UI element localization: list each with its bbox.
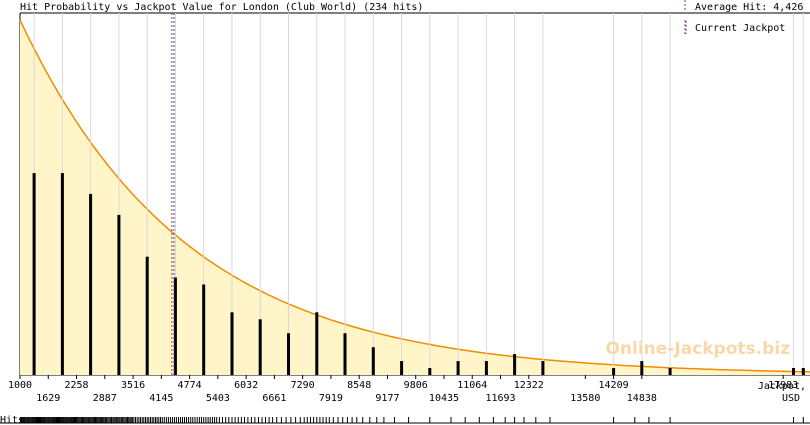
hit-bar-10 xyxy=(315,312,319,375)
hit-bar-11 xyxy=(343,333,347,375)
probability-area xyxy=(20,20,810,375)
hit-bar-0 xyxy=(32,173,36,375)
x-tick-row2-label-7: 10435 xyxy=(429,393,459,404)
x-tick-row2-label-1: 2887 xyxy=(93,393,117,404)
x-tick-row2-label-0: 1629 xyxy=(36,393,60,404)
hit-bar-9 xyxy=(287,333,290,375)
x-tick-row1-label-9: 12322 xyxy=(514,380,544,391)
x-tick-row2-label-10: 14838 xyxy=(627,393,657,404)
hit-bar-4 xyxy=(145,256,149,375)
x-tick-row1-label-4: 6032 xyxy=(234,380,258,391)
hit-bar-19 xyxy=(612,368,616,375)
x-tick-row2-label-8: 11693 xyxy=(485,393,515,404)
hit-bar-12 xyxy=(371,347,375,375)
x-tick-row1-label-11: 17983 xyxy=(768,380,798,391)
hit-bar-22 xyxy=(792,368,795,375)
hit-bar-15 xyxy=(456,361,460,375)
hit-bar-8 xyxy=(258,319,262,375)
hit-bar-17 xyxy=(513,354,517,375)
legend-average-hit: Average Hit: 4,426 xyxy=(695,2,803,13)
x-tick-row1-label-6: 8548 xyxy=(347,380,371,391)
probability-curve xyxy=(19,19,810,373)
hit-bar-6 xyxy=(202,284,206,375)
hits-label: Hits xyxy=(0,415,24,425)
hit-bars xyxy=(32,13,805,375)
hits-rug xyxy=(0,417,810,424)
hit-bar-23 xyxy=(801,368,805,375)
hit-bar-16 xyxy=(484,361,488,375)
x-ticks: 1000 2258 3516 4774 6032 7290 8548 9806 11064 123… xyxy=(8,375,798,404)
x-tick-row2-label-4: 6661 xyxy=(262,393,286,404)
watermark: Online-Jackpots.biz xyxy=(605,339,790,359)
hit-bar-20 xyxy=(640,361,644,375)
x-tick-row2-label-9: 13580 xyxy=(570,393,600,404)
x-tick-row1-label-0: 1000 xyxy=(8,380,32,391)
chart-title: Hit Probability vs Jackpot Value for Lon… xyxy=(20,2,423,13)
x-tick-row1-label-3: 4774 xyxy=(178,380,202,391)
x-tick-row2-label-2: 4145 xyxy=(149,393,173,404)
x-tick-row1-label-5: 7290 xyxy=(291,380,315,391)
reference-lines xyxy=(171,13,175,375)
hit-bar-2 xyxy=(89,194,93,375)
hit-bar-7 xyxy=(230,312,234,375)
hit-bar-1 xyxy=(60,173,64,375)
hit-bar-3 xyxy=(117,214,121,375)
probability-curve-layer xyxy=(19,19,810,375)
hit-bar-18 xyxy=(541,361,545,375)
x-tick-row2-label-5: 7919 xyxy=(319,393,343,404)
x-tick-row1-label-2: 3516 xyxy=(121,380,145,391)
legend: Average Hit: 4,426 Current Jackpot xyxy=(684,0,803,34)
x-tick-row1-label-10: 14209 xyxy=(599,380,629,391)
hit-bar-5 xyxy=(173,277,177,375)
x-axis-label-line2: USD xyxy=(782,393,800,404)
x-axis-label-line1: Jackpot, xyxy=(758,381,806,392)
x-tick-row2-label-6: 9177 xyxy=(375,393,399,404)
hit-bar-13 xyxy=(400,361,404,375)
x-tick-row1-label-7: 9806 xyxy=(404,380,428,391)
hit-bar-14 xyxy=(428,368,432,375)
x-tick-row2-label-3: 5403 xyxy=(206,393,230,404)
x-tick-row1-label-1: 2258 xyxy=(64,380,88,391)
legend-current-jackpot: Current Jackpot xyxy=(695,23,785,34)
hit-bar-21 xyxy=(668,368,672,375)
x-tick-row1-label-8: 11064 xyxy=(457,380,487,391)
